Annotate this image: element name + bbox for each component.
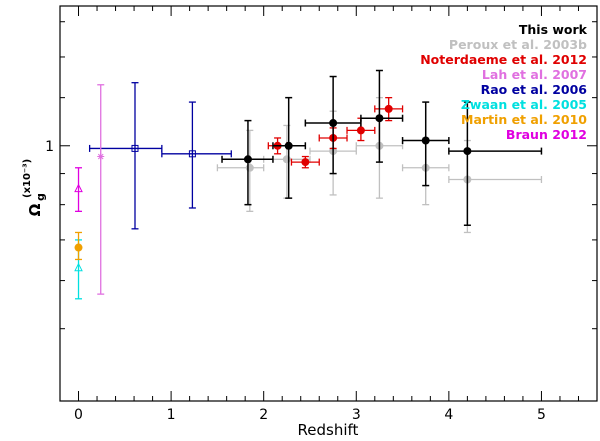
data-point (97, 153, 105, 161)
legend-entry: Rao et al. 2006 (481, 82, 588, 97)
data-point (375, 114, 384, 123)
data-point (384, 104, 393, 113)
axis-ticks (59, 6, 597, 401)
series-noterdaeme-et-al-2012 (267, 97, 404, 169)
y-tick-label: 1 (45, 139, 54, 155)
data-point (74, 262, 83, 272)
x-tick-label: 0 (74, 407, 83, 423)
legend-entry: Peroux et al. 2003b (449, 37, 587, 52)
x-axis-title: Redshift (298, 421, 359, 439)
data-point (421, 136, 430, 145)
x-tick-label: 1 (167, 407, 176, 423)
tick-labels: 0 1 2 3 4 5 1 (45, 139, 546, 423)
data-marks (74, 69, 543, 300)
legend-entry: Braun 2012 (506, 127, 587, 142)
data-point (243, 155, 252, 164)
legend-entry: Lah et al. 2007 (482, 67, 587, 82)
legend-entry: This work (519, 22, 588, 37)
data-point (74, 183, 83, 193)
x-tick-label: 5 (537, 407, 546, 423)
x-tick-label: 2 (259, 407, 268, 423)
plot-frame (59, 5, 598, 402)
series-this-work (221, 69, 543, 226)
legend-entry: Zwaan et al. 2005 (461, 97, 587, 112)
data-point (74, 243, 83, 252)
series-lah-et-al-2007 (97, 84, 105, 295)
series-rao-et-al-2006 (88, 82, 232, 230)
data-point (245, 163, 254, 172)
data-point (329, 119, 338, 128)
data-point (284, 141, 293, 150)
y-axis-title: Ω g (x10⁻³) (22, 159, 47, 217)
data-point (463, 147, 472, 156)
data-point (282, 155, 291, 164)
data-point (356, 126, 365, 135)
series-martin-et-al-2010 (74, 231, 83, 261)
data-point (131, 144, 139, 152)
series-braun-2012 (74, 167, 83, 212)
x-tick-label: 3 (352, 407, 361, 423)
y-axis-title-superscript: (x10⁻³) (22, 159, 33, 198)
data-point (301, 158, 310, 167)
data-point (188, 150, 196, 158)
y-axis-title-symbol: Ω (26, 203, 44, 216)
legend-entry: Martin et al. 2010 (461, 112, 587, 127)
legend-entry: Noterdaeme et al. 2012 (420, 52, 587, 67)
y-axis-title-subscript: g (34, 193, 47, 201)
x-tick-label: 4 (444, 407, 453, 423)
